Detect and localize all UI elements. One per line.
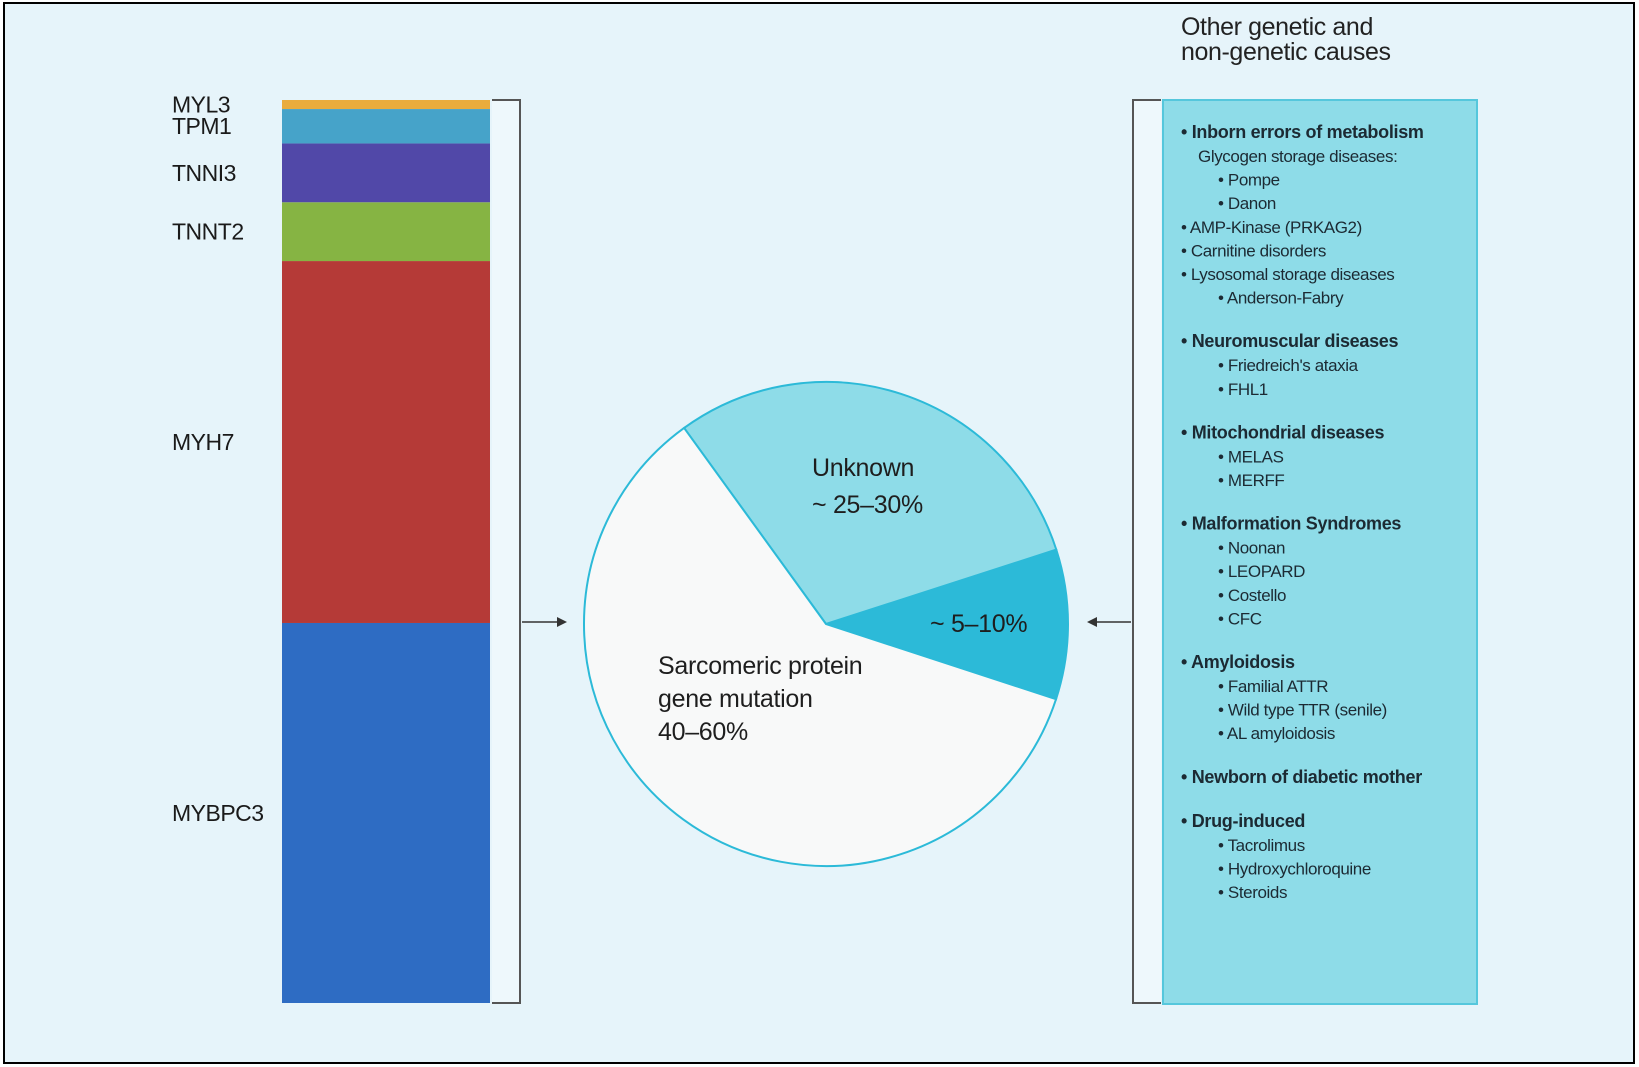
- list-item-3-2: • Costello: [1218, 586, 1286, 605]
- list-heading-1: • Neuromuscular diseases: [1181, 331, 1398, 351]
- list-item-0-6: • Anderson-Fabry: [1218, 289, 1344, 308]
- list-item-1-0: • Friedreich's ataxia: [1218, 356, 1359, 375]
- stacked-gene-bar: [282, 100, 490, 1003]
- right-arrow-head: [1087, 617, 1097, 627]
- list-item-1-1: • FHL1: [1218, 380, 1268, 399]
- bar-segment-tnni3: [282, 143, 490, 203]
- gene-label-tpm1: TPM1: [172, 113, 231, 139]
- pie-label-1-1: ~ 25–30%: [812, 491, 923, 519]
- gene-label-myh7: MYH7: [172, 429, 234, 455]
- causes-list: • Inborn errors of metabolism Glycogen st…: [1181, 122, 1424, 902]
- bar-segment-tnnt2: [282, 202, 490, 262]
- list-heading-2: • Mitochondrial diseases: [1181, 422, 1384, 442]
- gene-label-mybpc3: MYBPC3: [172, 800, 264, 826]
- left-bracket: [492, 99, 521, 1004]
- list-item-6-1: • Hydroxychloroquine: [1218, 859, 1371, 878]
- list-item-3-1: • LEOPARD: [1218, 562, 1305, 581]
- list-heading-5: • Newborn of diabetic mother: [1181, 767, 1422, 787]
- list-item-4-0: • Familial ATTR: [1218, 677, 1328, 696]
- bar-segment-myl3: [282, 100, 490, 110]
- list-heading-3: • Malformation Syndromes: [1181, 514, 1401, 534]
- pie-label-1-0: Unknown: [812, 454, 914, 482]
- list-item-4-1: • Wild type TTR (senile): [1218, 701, 1387, 720]
- pie-slice-unknown: [682, 380, 1058, 626]
- pie-label-2-0: ~ 5–10%: [930, 610, 1027, 638]
- pie-label-0-1: gene mutation: [658, 685, 813, 713]
- gene-label-tnnt2: TNNT2: [172, 219, 244, 245]
- list-item-2-1: • MERFF: [1218, 471, 1284, 490]
- bar-segment-mybpc3: [282, 622, 490, 1003]
- list-heading-0: • Inborn errors of metabolism: [1181, 122, 1424, 142]
- gene-label-myl3: MYL3: [172, 92, 230, 118]
- gene-label-tnni3: TNNI3: [172, 160, 236, 186]
- list-item-6-0: • Tacrolimus: [1218, 836, 1305, 855]
- pie-labels: Sarcomeric protein gene mutation 40–60% Unk…: [658, 454, 1028, 746]
- pie-slice-sarcomeric: [583, 426, 1058, 867]
- list-item-3-0: • Noonan: [1218, 539, 1285, 558]
- list-heading-6: • Drug-induced: [1181, 811, 1305, 831]
- list-item-0-5: • Lysosomal storage diseases: [1181, 265, 1394, 284]
- list-item-6-2: • Steroids: [1218, 883, 1287, 902]
- bar-segment-tpm1: [282, 109, 490, 144]
- list-item-0-0: Glycogen storage diseases:: [1198, 147, 1397, 166]
- list-item-0-1: • Pompe: [1218, 171, 1280, 190]
- list-item-0-2: • Danon: [1218, 194, 1276, 213]
- bar-segment-myh7: [282, 261, 490, 623]
- list-item-2-0: • MELAS: [1218, 447, 1284, 466]
- list-item-0-3: • AMP-Kinase (PRKAG2): [1181, 218, 1362, 237]
- list-item-4-2: • AL amyloidosis: [1218, 724, 1335, 743]
- left-arrow-head: [557, 617, 567, 627]
- causes-list-box: [1162, 99, 1478, 1005]
- pie-label-0-2: 40–60%: [658, 718, 748, 746]
- list-heading-4: • Amyloidosis: [1181, 652, 1295, 672]
- pie-label-0-0: Sarcomeric protein: [658, 652, 862, 680]
- cause-pie-chart: [583, 380, 1069, 867]
- right-bracket: [1132, 99, 1161, 1004]
- list-item-0-4: • Carnitine disorders: [1181, 241, 1326, 260]
- list-title-line-0: Other genetic and: [1181, 13, 1373, 41]
- list-title-line-1: non-genetic causes: [1181, 38, 1391, 66]
- brackets-and-arrows: [492, 99, 1161, 1004]
- list-item-3-3: • CFC: [1218, 609, 1262, 628]
- pie-slice-5-10: [822, 548, 1069, 701]
